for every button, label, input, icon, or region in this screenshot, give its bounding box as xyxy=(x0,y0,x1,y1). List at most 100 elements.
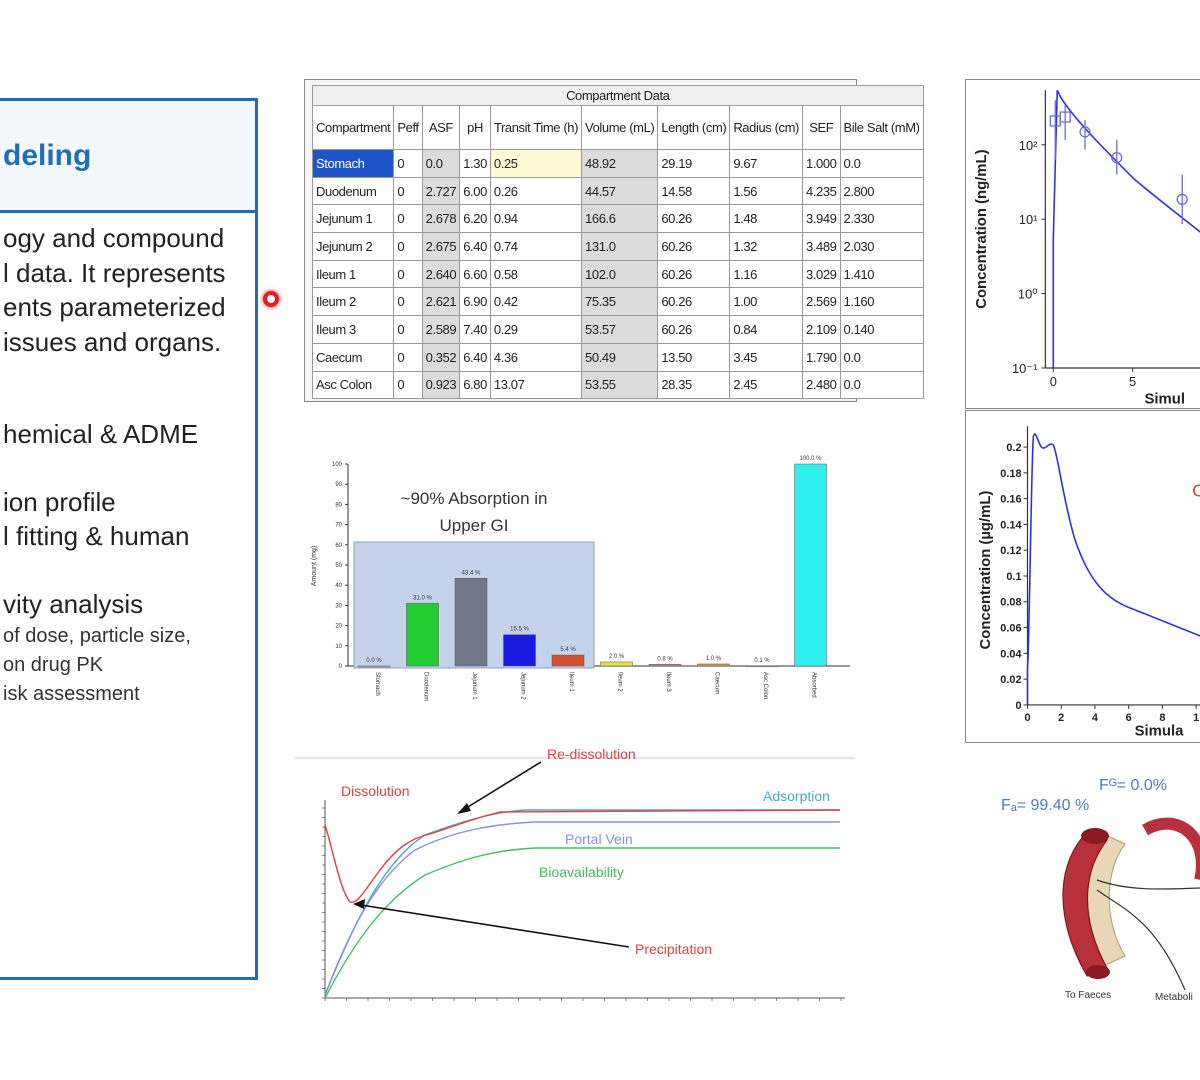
table-cell[interactable]: 3.029 xyxy=(801,259,841,289)
table-cell[interactable]: 1.00 xyxy=(729,287,803,317)
table-cell[interactable]: 6.00 xyxy=(459,176,491,206)
table-cell[interactable]: 3.949 xyxy=(801,204,841,234)
table-row[interactable]: Ileum 3 0 2.589 7.40 0.29 53.57 60.26 0.84 2.109… xyxy=(311,315,924,344)
compartment-name-cell[interactable]: Stomach xyxy=(311,149,395,178)
table-cell[interactable]: 0.84 xyxy=(729,315,803,344)
table-cell[interactable]: 0 xyxy=(393,287,423,317)
column-header[interactable]: Peff xyxy=(393,105,423,150)
table-cell[interactable]: 0.0 xyxy=(421,149,461,178)
table-cell[interactable]: 2.621 xyxy=(421,287,461,317)
column-header[interactable]: ASF xyxy=(421,105,461,150)
table-cell[interactable]: 13.07 xyxy=(489,370,583,400)
table-cell[interactable]: 6.40 xyxy=(459,342,491,372)
table-cell[interactable]: 0.25 xyxy=(489,149,583,178)
table-cell[interactable]: 0.26 xyxy=(489,176,583,206)
table-cell[interactable]: 1.160 xyxy=(839,287,924,317)
table-cell[interactable]: 0.74 xyxy=(489,232,583,261)
table-cell[interactable]: 2.675 xyxy=(421,232,461,261)
table-cell[interactable]: 2.800 xyxy=(839,176,924,206)
table-cell[interactable]: 102.0 xyxy=(581,259,659,289)
table-cell[interactable]: 0 xyxy=(393,315,423,344)
table-row[interactable]: Duodenum 0 2.727 6.00 0.26 44.57 14.58 1.56 4.23… xyxy=(311,176,924,206)
compartment-name-cell[interactable]: Caecum xyxy=(311,342,395,372)
table-cell[interactable]: 0.0 xyxy=(839,342,924,372)
table-cell[interactable]: 7.40 xyxy=(459,315,491,344)
table-cell[interactable]: 2.727 xyxy=(421,176,461,206)
table-cell[interactable]: 48.92 xyxy=(581,149,659,178)
column-header[interactable]: Radius (cm) xyxy=(729,105,803,150)
table-cell[interactable]: 44.57 xyxy=(581,176,659,206)
table-cell[interactable]: 0 xyxy=(393,232,423,261)
table-cell[interactable]: 14.58 xyxy=(657,176,731,206)
table-cell[interactable]: 6.60 xyxy=(459,259,491,289)
table-row[interactable]: Ileum 2 0 2.621 6.90 0.42 75.35 60.26 1.00 2.569… xyxy=(311,287,924,317)
table-cell[interactable]: 60.26 xyxy=(657,287,731,317)
table-cell[interactable]: 1.410 xyxy=(839,259,924,289)
table-cell[interactable]: 9.67 xyxy=(729,149,803,178)
table-row[interactable]: Asc Colon 0 0.923 6.80 13.07 53.55 28.35 2.45 2.… xyxy=(311,370,924,400)
table-cell[interactable]: 0 xyxy=(393,370,423,400)
compartment-name-cell[interactable]: Ileum 3 xyxy=(311,315,395,344)
table-cell[interactable]: 2.45 xyxy=(729,370,803,400)
table-cell[interactable]: 6.90 xyxy=(459,287,491,317)
table-cell[interactable]: 0.140 xyxy=(839,315,924,344)
table-row[interactable]: Caecum 0 0.352 6.40 4.36 50.49 13.50 3.45 1.790 0… xyxy=(311,342,924,372)
table-cell[interactable]: 0.0 xyxy=(839,149,924,178)
table-cell[interactable]: 0 xyxy=(393,149,423,178)
table-cell[interactable]: 0.923 xyxy=(421,370,461,400)
compartment-name-cell[interactable]: Ileum 2 xyxy=(311,287,395,317)
table-cell[interactable]: 2.569 xyxy=(801,287,841,317)
table-row[interactable]: Stomach 0 0.0 1.30 0.25 48.92 29.19 9.67 1.000 0.… xyxy=(311,149,924,178)
table-cell[interactable]: 0 xyxy=(393,342,423,372)
table-cell[interactable]: 2.480 xyxy=(801,370,841,400)
table-cell[interactable]: 60.26 xyxy=(657,232,731,261)
table-cell[interactable]: 2.678 xyxy=(421,204,461,234)
table-cell[interactable]: 75.35 xyxy=(581,287,659,317)
compartment-name-cell[interactable]: Ileum 1 xyxy=(311,259,395,289)
table-cell[interactable]: 6.80 xyxy=(459,370,491,400)
table-cell[interactable]: 2.030 xyxy=(839,232,924,261)
table-row[interactable]: Jejunum 1 0 2.678 6.20 0.94 166.6 60.26 1.48 3.9… xyxy=(311,204,924,234)
table-cell[interactable]: 1.56 xyxy=(729,176,803,206)
table-cell[interactable]: 0.42 xyxy=(489,287,583,317)
compartment-name-cell[interactable]: Jejunum 1 xyxy=(311,204,395,234)
compartment-name-cell[interactable]: Asc Colon xyxy=(311,370,395,400)
column-header[interactable]: Compartment xyxy=(311,105,395,150)
table-cell[interactable]: 4.36 xyxy=(489,342,583,372)
table-cell[interactable]: 0.94 xyxy=(489,204,583,234)
compartment-name-cell[interactable]: Jejunum 2 xyxy=(311,232,395,261)
table-cell[interactable]: 0 xyxy=(393,259,423,289)
table-cell[interactable]: 50.49 xyxy=(581,342,659,372)
table-cell[interactable]: 29.19 xyxy=(657,149,731,178)
table-cell[interactable]: 2.640 xyxy=(421,259,461,289)
table-cell[interactable]: 131.0 xyxy=(581,232,659,261)
table-cell[interactable]: 0.352 xyxy=(421,342,461,372)
table-cell[interactable]: 1.30 xyxy=(459,149,491,178)
table-cell[interactable]: 60.26 xyxy=(657,259,731,289)
column-header[interactable]: Volume (mL) xyxy=(581,105,659,150)
table-cell[interactable]: 4.235 xyxy=(801,176,841,206)
table-cell[interactable]: 1.000 xyxy=(801,149,841,178)
column-header[interactable]: Transit Time (h) xyxy=(489,105,583,150)
table-cell[interactable]: 0.0 xyxy=(839,370,924,400)
table-cell[interactable]: 3.45 xyxy=(729,342,803,372)
table-cell[interactable]: 6.40 xyxy=(459,232,491,261)
table-cell[interactable]: 0.58 xyxy=(489,259,583,289)
table-cell[interactable]: 0 xyxy=(393,176,423,206)
table-cell[interactable]: 2.589 xyxy=(421,315,461,344)
column-header[interactable]: pH xyxy=(459,105,491,150)
table-cell[interactable]: 53.57 xyxy=(581,315,659,344)
table-row[interactable]: Jejunum 2 0 2.675 6.40 0.74 131.0 60.26 1.32 3.4… xyxy=(311,232,924,261)
table-cell[interactable]: 2.109 xyxy=(801,315,841,344)
table-cell[interactable]: 53.55 xyxy=(581,370,659,400)
table-cell[interactable]: 1.32 xyxy=(729,232,803,261)
table-cell[interactable]: 1.16 xyxy=(729,259,803,289)
table-cell[interactable]: 166.6 xyxy=(581,204,659,234)
table-cell[interactable]: 0.29 xyxy=(489,315,583,344)
table-row[interactable]: Ileum 1 0 2.640 6.60 0.58 102.0 60.26 1.16 3.029… xyxy=(311,259,924,289)
table-cell[interactable]: 3.489 xyxy=(801,232,841,261)
table-cell[interactable]: 60.26 xyxy=(657,315,731,344)
column-header[interactable]: Bile Salt (mM) xyxy=(839,105,924,150)
table-cell[interactable]: 0 xyxy=(393,204,423,234)
column-header[interactable]: Length (cm) xyxy=(657,105,731,150)
